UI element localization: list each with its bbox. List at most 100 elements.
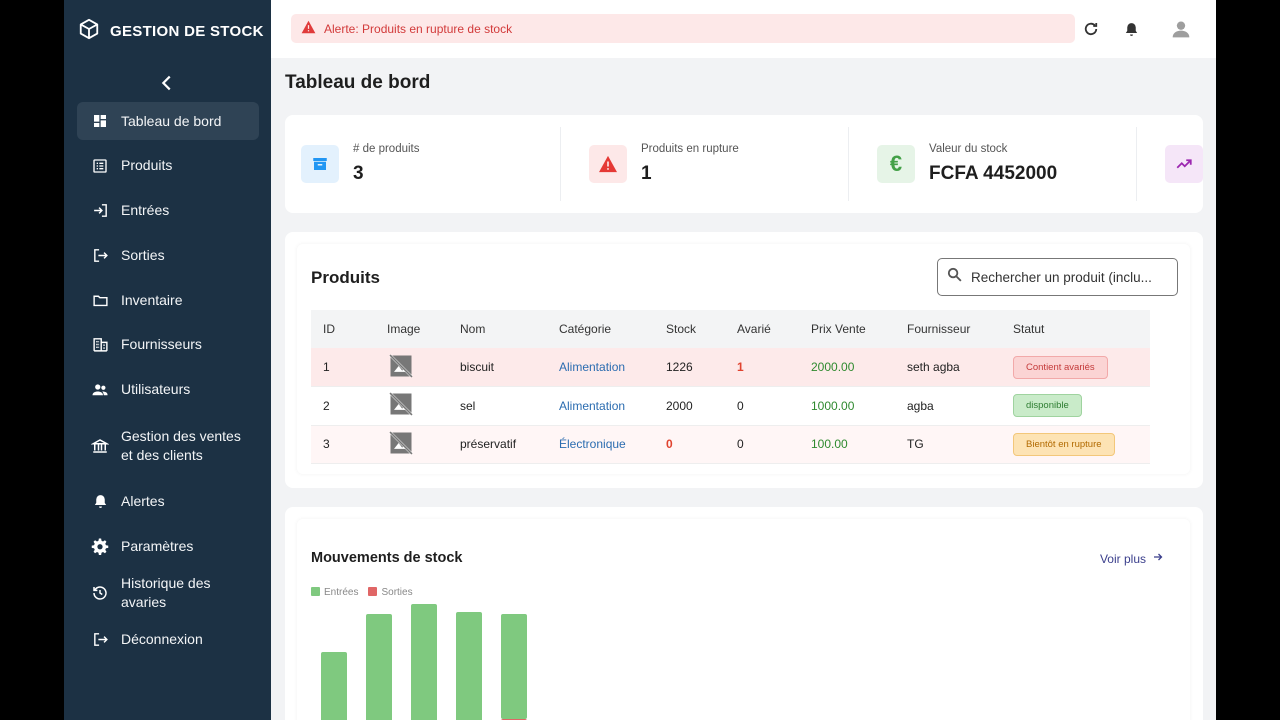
col-statut[interactable]: Statut [1013,322,1045,336]
cell-id: 3 [311,425,375,464]
cell-prix: 2000.00 [799,348,895,387]
cell-id: 1 [311,348,375,387]
archive-icon [301,145,339,183]
refresh-button[interactable] [1080,18,1102,40]
status-badge: Contient avariés [1013,355,1108,379]
chart-legend: Entrées Sorties [311,587,413,598]
warning-icon [589,145,627,183]
list-icon [91,157,109,175]
cell-stock: 2000 [654,386,725,426]
stat-card-products: # de produits 3 [285,127,561,201]
history-icon [91,584,109,602]
exit-icon [91,631,109,649]
table-row[interactable]: 1 biscuit Alimentation 1226 1 2000.00 se… [311,348,1150,387]
cell-image [375,348,448,387]
col-categorie[interactable]: Catégorie [559,322,612,336]
stat-value: 1 [641,163,652,184]
image-off-icon [387,390,415,418]
cell-statut: Bientôt en rupture [1001,425,1150,464]
bar-entrees-5[interactable] [501,614,527,719]
stock-alert-banner[interactable]: Alerte: Produits en rupture de stock [291,14,1075,43]
bar-entrees-3[interactable] [411,604,437,720]
cell-avarie: 1 [725,348,799,387]
sidebar-item-alertes[interactable]: Alertes [77,482,259,520]
col-fournisseur[interactable]: Fournisseur [907,322,971,336]
stat-value: 3 [353,163,364,184]
bar-entrees-1[interactable] [321,652,347,720]
cell-image [375,425,448,464]
sidebar-item-inventaire[interactable]: Inventaire [77,281,259,319]
refresh-icon [1084,22,1098,36]
col-image[interactable]: Image [387,322,421,336]
sidebar-item-label: Alertes [121,492,165,509]
legend-entrees[interactable]: Entrées [311,587,358,598]
cell-statut: Contient avariés [1001,348,1150,387]
products-title: Produits [311,268,380,287]
main-content: Tableau de bord # de produits 3 Produits … [271,58,1216,720]
stat-card-stock-value: € Valeur du stock FCFA 4452000 [861,127,1137,201]
table-header-row: ID Image Nom Catégorie Stock Avarié Prix… [311,310,1150,348]
sidebar-nav: Tableau de bord Produits Entrées Sorties… [77,102,259,666]
sidebar-item-label: Paramètres [121,537,194,554]
gear-icon [91,537,109,556]
notifications-button[interactable] [1120,18,1142,40]
sidebar-item-fournisseurs[interactable]: Fournisseurs [77,326,259,364]
stat-label: # de produits [353,143,420,155]
cell-nom: sel [448,386,547,426]
bar-entrees-2[interactable] [366,614,392,720]
cell-categorie: Électronique [547,425,654,464]
col-nom[interactable]: Nom [460,322,486,336]
folder-icon [91,291,109,309]
search-input[interactable] [971,269,1171,285]
sidebar-item-historique-avaries[interactable]: Historique des avaries [77,572,259,614]
warning-icon [301,20,316,37]
bell-icon [1125,22,1137,36]
sidebar-item-produits[interactable]: Produits [77,147,259,185]
image-off-icon [387,352,415,380]
stat-label: Produits en rupture [641,143,739,155]
col-prix-vente[interactable]: Prix Vente [811,322,866,336]
bar-entrees-4[interactable] [456,612,482,720]
legend-label: Sorties [381,587,413,598]
status-badge: disponible [1013,394,1082,418]
avatar[interactable] [1170,18,1192,40]
cell-prix: 100.00 [799,425,895,464]
sidebar-item-label: Inventaire [121,291,183,308]
stat-value: FCFA 4452000 [929,163,1058,184]
cell-fournisseur: agba [895,386,1001,426]
cell-statut: disponible [1001,386,1150,426]
arrow-right-icon [1152,551,1164,566]
col-id[interactable]: ID [323,322,335,336]
col-stock[interactable]: Stock [666,322,697,336]
cell-nom: préservatif [448,425,547,464]
bank-icon [91,437,109,455]
brand: GESTION DE STOCK [78,18,264,44]
trending-icon [1165,145,1203,183]
sidebar: GESTION DE STOCK Tableau de bord Produit… [64,0,271,720]
sidebar-item-deconnexion[interactable]: Déconnexion [77,621,259,659]
legend-sorties[interactable]: Sorties [368,587,413,598]
col-avarie[interactable]: Avarié [737,322,771,336]
collapse-sidebar-button[interactable] [156,72,178,94]
voir-plus-link[interactable]: Voir plus [1100,551,1164,566]
cube-icon [78,18,100,44]
chevron-left-icon [156,75,178,98]
sidebar-item-parametres[interactable]: Paramètres [77,527,259,565]
stock-movements-card: Mouvements de stock Voir plus Entrées So… [285,507,1203,720]
users-icon [91,381,109,399]
sidebar-item-sorties[interactable]: Sorties [77,236,259,274]
stat-card-trend [1149,127,1203,201]
bell-icon [91,492,109,510]
logout-icon [91,246,109,264]
sidebar-item-utilisateurs[interactable]: Utilisateurs [77,371,259,409]
dashboard-icon [91,112,109,130]
table-row[interactable]: 2 sel Alimentation 2000 0 1000.00 agba d… [311,386,1150,426]
product-search[interactable] [937,258,1178,296]
table-row[interactable]: 3 préservatif Électronique 0 0 100.00 TG… [311,425,1150,464]
sidebar-item-entrees[interactable]: Entrées [77,192,259,230]
sidebar-item-label: Entrées [121,202,170,219]
sidebar-item-ventes-clients[interactable]: Gestion des ventes et des clients [77,416,259,476]
page-title: Tableau de bord [285,72,431,93]
cell-avarie: 0 [725,425,799,464]
sidebar-item-tableau-de-bord[interactable]: Tableau de bord [77,102,259,140]
